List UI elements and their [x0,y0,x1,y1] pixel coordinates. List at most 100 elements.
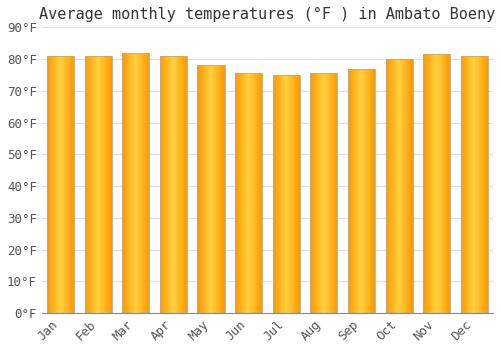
Bar [90,56,91,313]
Bar [371,69,372,313]
Bar [253,74,254,313]
Bar [218,65,219,313]
Bar [134,53,136,313]
Bar [172,56,173,313]
Bar [257,74,258,313]
Bar [442,54,443,313]
Bar [134,53,135,313]
Bar [179,56,180,313]
Bar [93,56,94,313]
Bar [313,74,314,313]
Bar [272,75,300,313]
Bar [484,56,485,313]
Bar [426,54,427,313]
Bar [394,59,395,313]
Bar [143,53,144,313]
Bar [320,74,321,313]
Bar [399,59,400,313]
Bar [386,59,412,313]
Bar [357,69,358,313]
Bar [292,75,294,313]
Bar [460,56,462,313]
Bar [58,56,59,313]
Bar [186,56,187,313]
Bar [280,75,281,313]
Bar [462,56,463,313]
Bar [390,59,391,313]
Bar [467,56,468,313]
Bar [246,74,247,313]
Bar [475,56,476,313]
Bar [162,56,163,313]
Bar [472,56,473,313]
Bar [323,74,324,313]
Bar [106,56,107,313]
Bar [334,74,335,313]
Bar [235,74,236,313]
Bar [364,69,366,313]
Bar [198,65,224,313]
Bar [353,69,354,313]
Bar [423,54,450,313]
Bar [423,54,424,313]
Bar [247,74,248,313]
Bar [410,59,411,313]
Bar [174,56,175,313]
Bar [482,56,483,313]
Bar [146,53,147,313]
Bar [160,56,187,313]
Bar [241,74,242,313]
Bar [284,75,285,313]
Bar [62,56,63,313]
Bar [360,69,361,313]
Bar [296,75,297,313]
Bar [481,56,482,313]
Bar [167,56,168,313]
Bar [335,74,336,313]
Bar [272,75,274,313]
Bar [169,56,170,313]
Bar [394,59,396,313]
Bar [331,74,332,313]
Bar [435,54,436,313]
Bar [374,69,375,313]
Bar [474,56,475,313]
Bar [205,65,206,313]
Bar [437,54,438,313]
Bar [163,56,164,313]
Bar [221,65,222,313]
Bar [138,53,139,313]
Bar [249,74,250,313]
Bar [200,65,201,313]
Bar [122,53,123,313]
Bar [184,56,185,313]
Bar [429,54,430,313]
Bar [214,65,215,313]
Bar [473,56,474,313]
Bar [210,65,211,313]
Bar [260,74,261,313]
Bar [49,56,50,313]
Bar [137,53,138,313]
Bar [479,56,480,313]
Bar [52,56,53,313]
Bar [468,56,469,313]
Bar [277,75,278,313]
Bar [103,56,104,313]
Bar [68,56,69,313]
Bar [434,54,435,313]
Bar [248,74,249,313]
Bar [245,74,246,313]
Bar [126,53,127,313]
Bar [56,56,57,313]
Bar [122,53,150,313]
Bar [469,56,470,313]
Bar [367,69,368,313]
Bar [403,59,404,313]
Bar [54,56,55,313]
Bar [397,59,398,313]
Bar [209,65,210,313]
Bar [111,56,112,313]
Bar [318,74,319,313]
Bar [432,54,433,313]
